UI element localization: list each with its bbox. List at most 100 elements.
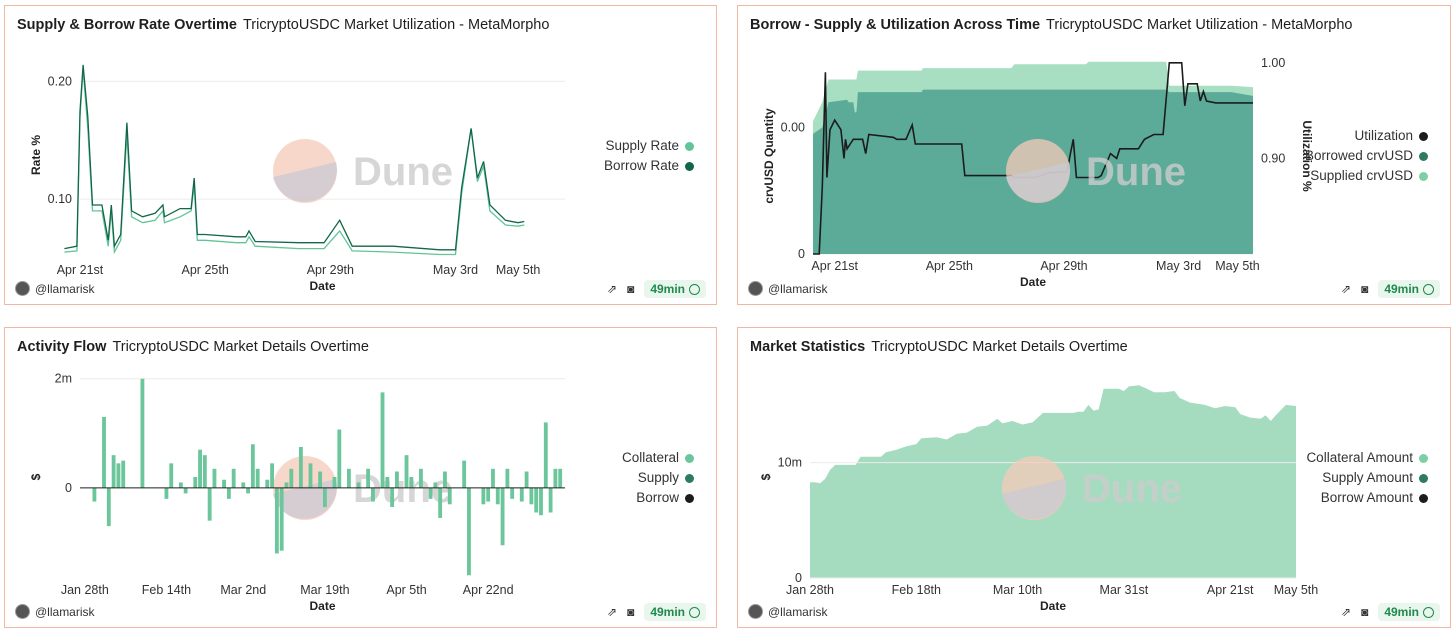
watermark-text: Dune xyxy=(1082,467,1182,511)
bar xyxy=(558,468,563,488)
legend-label: Borrow Rate xyxy=(603,158,679,173)
legend-label: Supply xyxy=(637,470,679,485)
bar xyxy=(385,477,390,488)
refresh-badge[interactable]: 49min xyxy=(644,280,706,298)
bar xyxy=(390,487,395,508)
chart-subtitle: TricryptoUSDC Market Details Overtime xyxy=(871,339,1128,355)
legend-item-utilization[interactable]: Utilization xyxy=(1305,126,1428,146)
bar xyxy=(140,378,145,488)
chart-subtitle: TricryptoUSDC Market Utilization - MetaM… xyxy=(242,17,550,33)
bar xyxy=(106,487,111,527)
y-axis-label: $ xyxy=(759,473,773,480)
bar xyxy=(265,479,270,488)
y2-tick-label: 1.00 xyxy=(1261,56,1285,70)
x-tick-label: May 3rd xyxy=(433,263,478,277)
bar xyxy=(318,471,323,488)
dune-logo-icon xyxy=(1002,479,1066,519)
panel-title: Borrow - Supply & Utilization Across Tim… xyxy=(750,17,1353,33)
legend-item-supply-amount[interactable]: Supply Amount xyxy=(1306,468,1428,488)
panel-supply-borrow-rate: Supply & Borrow Rate Overtime TricryptoUS… xyxy=(4,5,717,305)
refresh-badge[interactable]: 49min xyxy=(1378,280,1440,298)
y-tick-label: 0 xyxy=(65,481,72,495)
bar xyxy=(250,444,255,488)
x-tick-label: May 5th xyxy=(1215,259,1260,273)
refresh-time: 49min xyxy=(1384,605,1419,619)
check-icon xyxy=(689,283,700,295)
check-icon xyxy=(689,606,700,618)
legend-item-collateral-amount[interactable]: Collateral Amount xyxy=(1306,448,1428,468)
author-footer[interactable]: @llamarisk xyxy=(15,281,95,296)
legend-dot xyxy=(1419,453,1428,463)
rates-chart[interactable]: 0.10 0.20 Apr 21st Apr 25th Apr 29th May 3rd M… xyxy=(5,6,718,306)
camera-icon[interactable]: ◙ xyxy=(627,605,635,619)
bar xyxy=(524,471,529,488)
bar xyxy=(495,487,500,505)
y-axis-label: $ xyxy=(29,473,43,480)
legend-item-supply[interactable]: Supply xyxy=(622,468,694,488)
bar xyxy=(519,487,524,502)
x-tick-label: Apr 29th xyxy=(1040,259,1087,273)
legend-item-supplied[interactable]: Supplied crvUSD xyxy=(1305,166,1428,186)
utilization-chart[interactable]: 0 0.00 Apr 21st Apr 25th Apr 29th May 3rd May … xyxy=(738,6,1452,306)
bar xyxy=(289,468,294,488)
bar xyxy=(116,463,121,488)
legend-dot xyxy=(685,473,694,483)
share-icon[interactable]: ⇗ xyxy=(1341,282,1352,296)
camera-icon[interactable]: ◙ xyxy=(627,282,635,296)
chart-legend: Collateral Amount Supply Amount Borrow A… xyxy=(1306,448,1428,508)
x-tick-label: Apr 22nd xyxy=(463,583,514,597)
bar xyxy=(322,487,327,508)
panel-tools: ⇗ ◙ 49min xyxy=(1341,280,1440,298)
bar xyxy=(222,479,226,488)
bar xyxy=(428,487,433,499)
legend-item-borrowed[interactable]: Borrowed crvUSD xyxy=(1305,146,1428,166)
chart-title: Borrow - Supply & Utilization Across Tim… xyxy=(750,17,1041,33)
bar xyxy=(548,487,553,513)
x-tick-label: Apr 21st xyxy=(811,259,858,273)
share-icon[interactable]: ⇗ xyxy=(607,605,618,619)
x-tick-label: Apr 25th xyxy=(182,263,229,277)
y-tick-label: 0.10 xyxy=(48,192,72,206)
bar xyxy=(553,468,558,488)
bar xyxy=(505,468,510,488)
bar xyxy=(193,477,198,488)
bar xyxy=(212,468,217,488)
x-tick-label: Mar 19th xyxy=(300,583,349,597)
x-tick-label: Apr 5th xyxy=(386,583,426,597)
legend-dot xyxy=(685,141,694,151)
camera-icon[interactable]: ◙ xyxy=(1361,605,1369,619)
y2-axis-label: Utilization % xyxy=(1300,120,1314,192)
y-axis-label: Rate % xyxy=(29,135,43,175)
author-footer[interactable]: @llamarisk xyxy=(748,604,828,619)
x-axis-label: Date xyxy=(309,599,335,613)
legend-item-collateral[interactable]: Collateral xyxy=(622,448,694,468)
legend-item-supply-rate[interactable]: Supply Rate xyxy=(604,136,694,156)
x-tick-label: Jan 28th xyxy=(786,583,834,597)
panel-tools: ⇗ ◙ 49min xyxy=(1341,603,1440,621)
refresh-time: 49min xyxy=(1384,282,1419,296)
author-name: @llamarisk xyxy=(35,604,95,619)
stats-chart[interactable]: 0 10m Jan 28th Feb 18th Mar 10th Mar 31st Apr … xyxy=(738,328,1452,629)
x-tick-label: Mar 31st xyxy=(1100,583,1149,597)
refresh-badge[interactable]: 49min xyxy=(644,603,706,621)
bar xyxy=(102,416,106,488)
legend-item-borrow-rate[interactable]: Borrow Rate xyxy=(604,156,694,176)
bar xyxy=(231,468,236,488)
refresh-badge[interactable]: 49min xyxy=(1378,603,1440,621)
share-icon[interactable]: ⇗ xyxy=(1341,605,1352,619)
bar xyxy=(178,482,183,488)
activity-chart[interactable]: 0 2m Jan 28th Feb 14th Mar 2nd Mar 19th Apr 5t… xyxy=(5,328,718,629)
bar xyxy=(337,429,342,488)
bar xyxy=(346,468,351,488)
bar xyxy=(409,477,414,488)
share-icon[interactable]: ⇗ xyxy=(607,282,618,296)
author-footer[interactable]: @llamarisk xyxy=(748,281,828,296)
camera-icon[interactable]: ◙ xyxy=(1361,282,1369,296)
legend-item-borrow-amount[interactable]: Borrow Amount xyxy=(1306,488,1428,508)
bar xyxy=(92,487,97,502)
bar xyxy=(534,487,539,513)
avatar xyxy=(748,281,763,296)
author-footer[interactable]: @llamarisk xyxy=(15,604,95,619)
series-line-borrow-rate xyxy=(64,64,525,251)
legend-item-borrow[interactable]: Borrow xyxy=(622,488,694,508)
